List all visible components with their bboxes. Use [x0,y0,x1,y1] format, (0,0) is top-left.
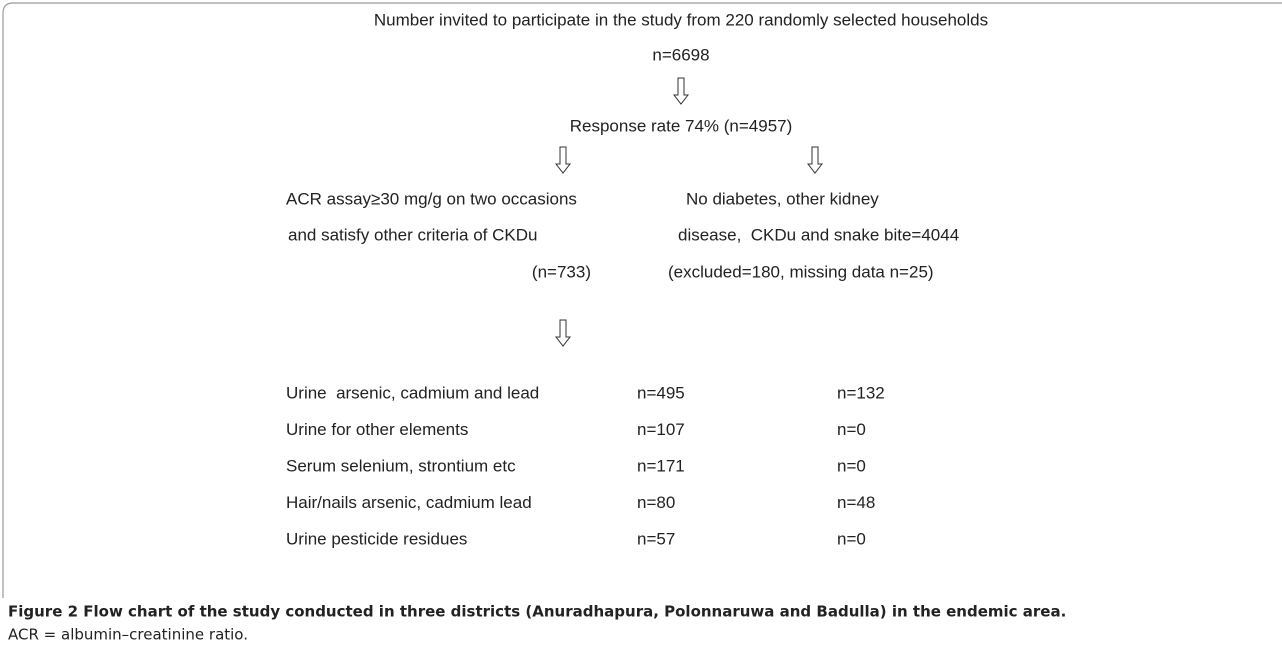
branch-line: (excluded=180, missing data n=25) [668,262,934,281]
count-control: n=48 [837,493,875,512]
response: Response rate 74% (n=4957) [570,116,793,135]
count-ckdu: n=107 [637,420,685,439]
count-ckdu: n=495 [637,383,685,402]
count-ckdu: n=57 [637,529,675,548]
top-label: Number invited to participate in the stu… [374,10,988,29]
row-label: Hair/nails arsenic, cadmium lead [286,493,532,512]
count-control: n=0 [837,420,866,439]
branch-line: No diabetes, other kidney [686,189,879,208]
count-control: n=0 [837,456,866,475]
arrow [554,146,572,174]
branch-line: disease, CKDu and snake bite=4044 [678,225,959,244]
branch-line: (n=733) [532,262,591,281]
arrow [554,319,572,347]
arrow [672,77,690,105]
branch-line: ACR assay≥30 mg/g on two occasions [286,189,577,208]
count-ckdu: n=80 [637,493,675,512]
table: Urine arsenic, cadmium and lead n=495 n=13… [286,383,885,548]
arrow [806,146,824,174]
top-count: n=6698 [652,45,709,64]
count-control: n=132 [837,383,885,402]
count-control: n=0 [837,529,866,548]
caption-note: ACR = albumin–creatinine ratio. [8,626,248,644]
caption-title: Figure 2 Flow chart of the study conduct… [8,603,1066,621]
count-ckdu: n=171 [637,456,685,475]
row-label: Urine for other elements [286,420,468,439]
row-label: Urine arsenic, cadmium and lead [286,383,539,402]
row-label: Serum selenium, strontium etc [286,456,516,475]
row-label: Urine pesticide residues [286,529,467,548]
frame [2,2,1282,598]
branch-line: and satisfy other criteria of CKDu [288,225,537,244]
